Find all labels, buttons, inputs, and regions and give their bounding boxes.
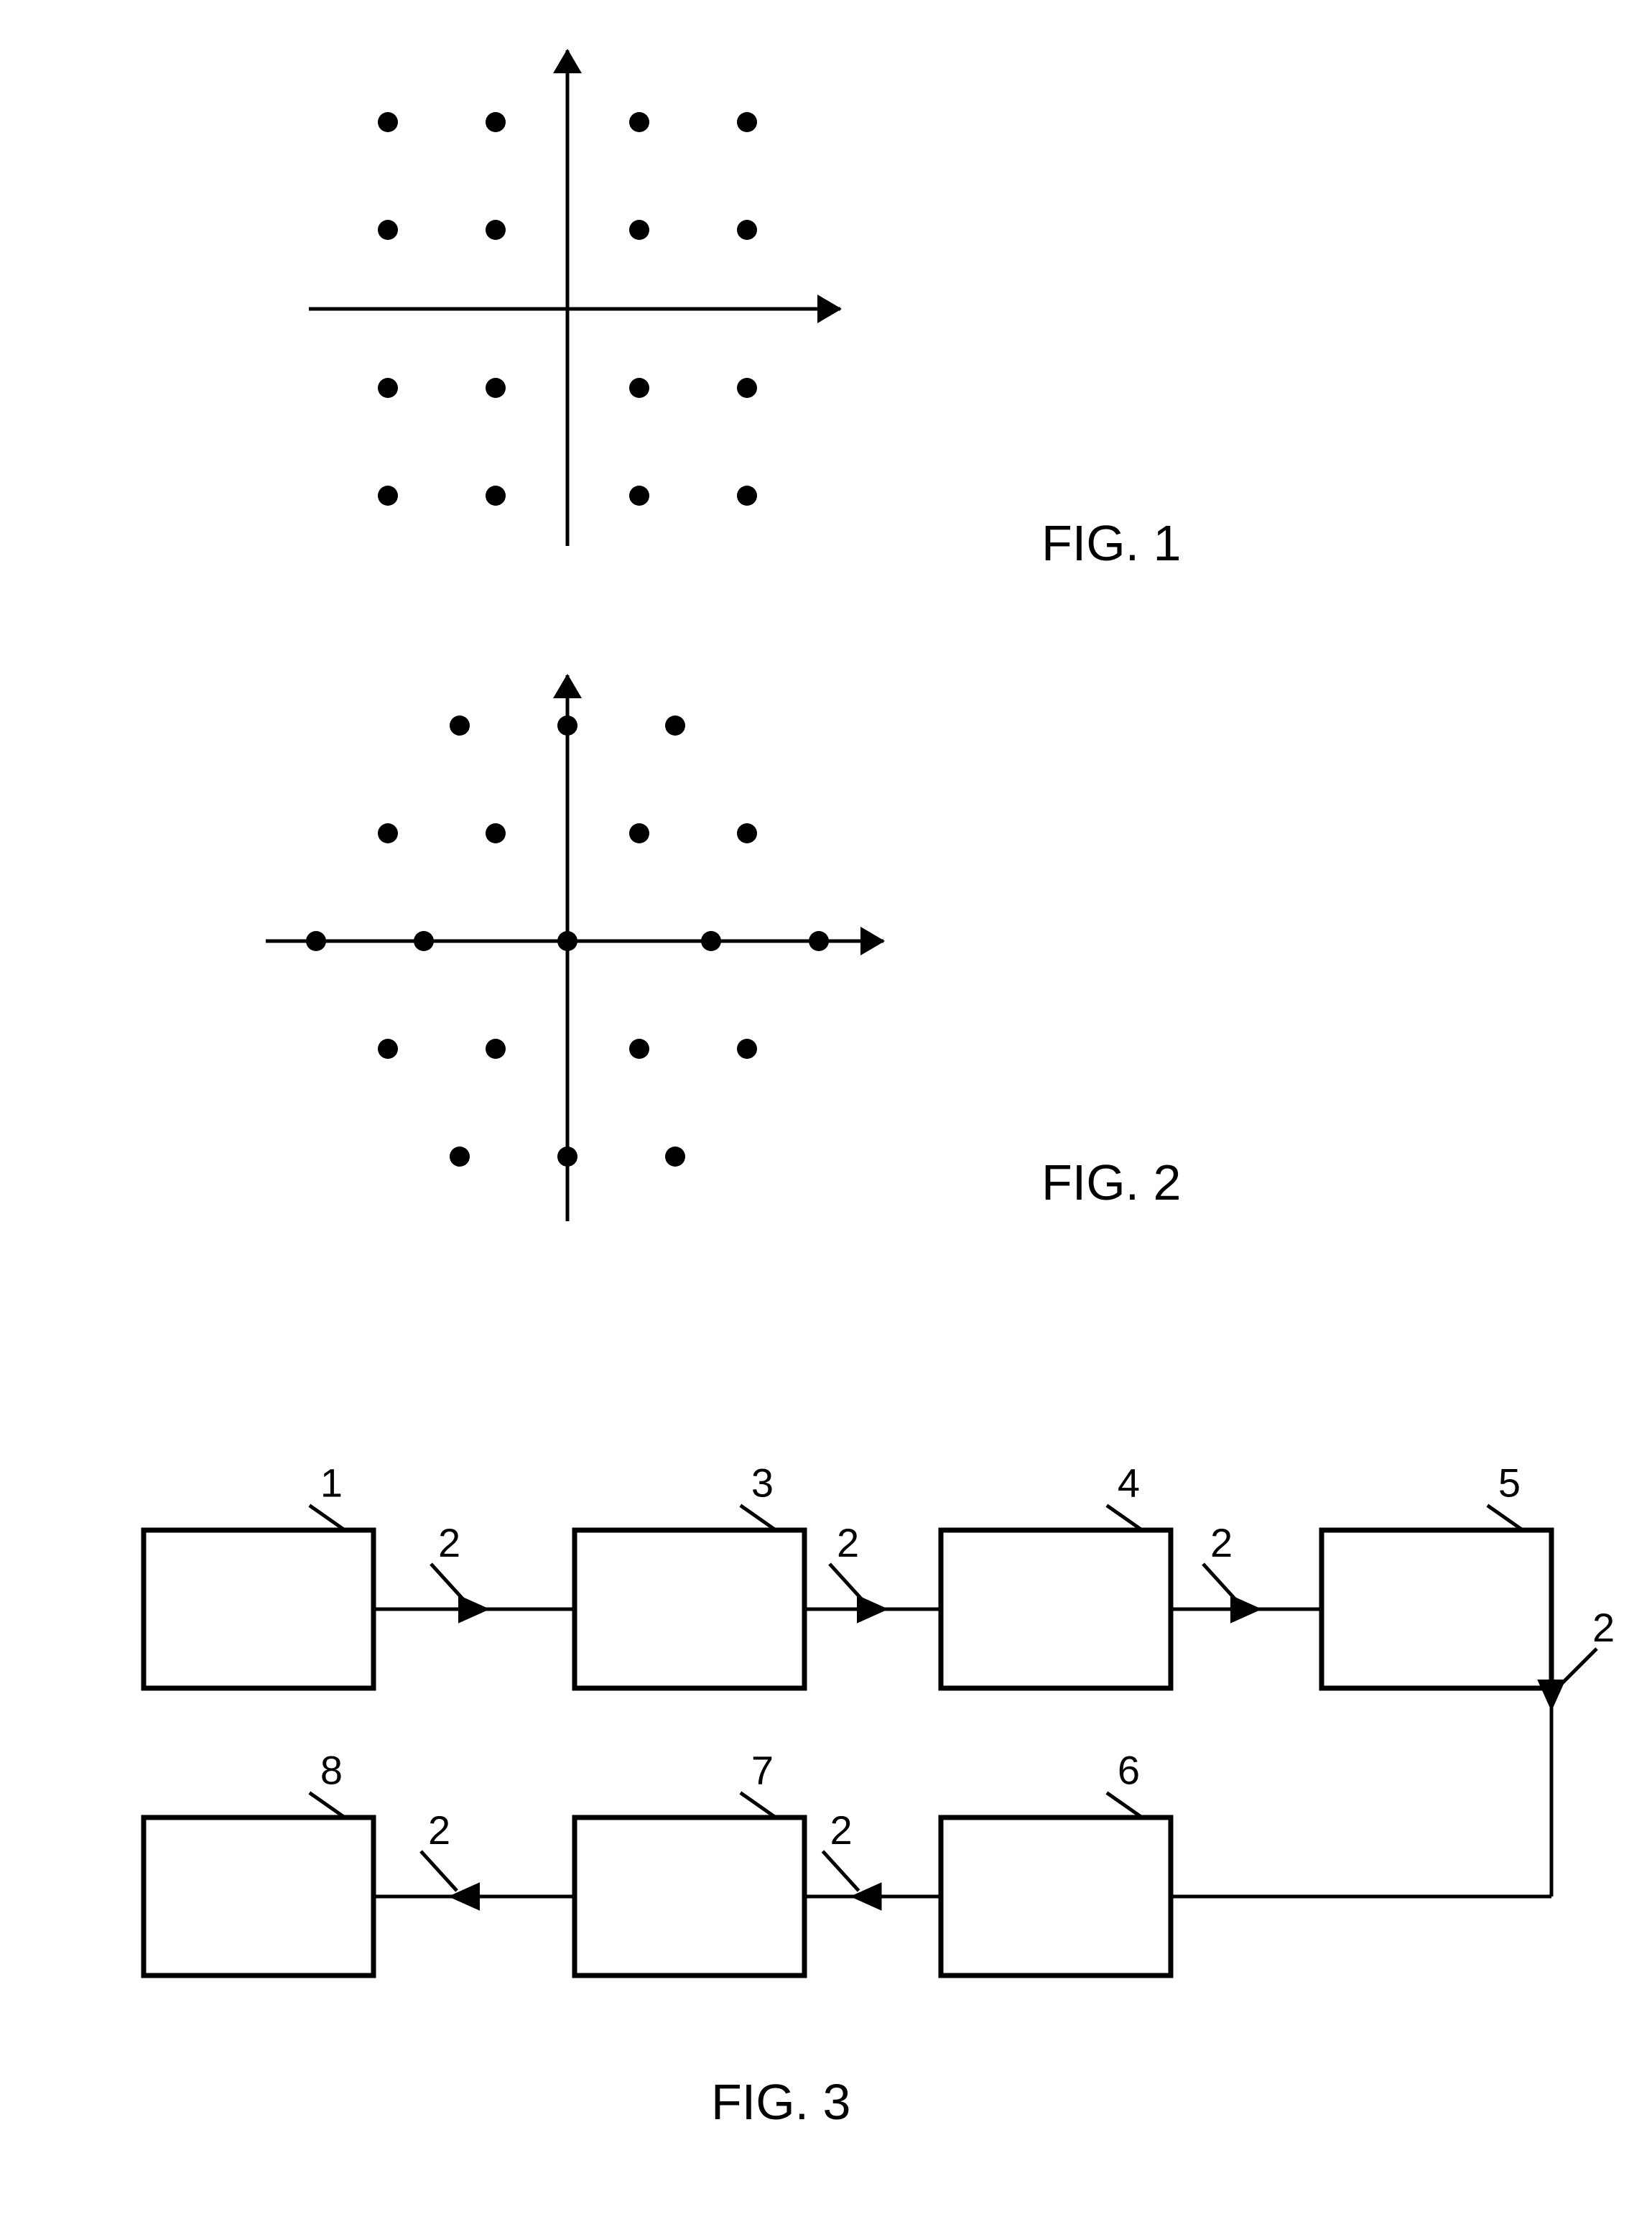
block-number: 4	[1118, 1460, 1140, 1506]
fig2-group: FIG. 2	[266, 674, 1181, 1221]
block-number: 5	[1498, 1460, 1521, 1506]
constellation-point	[557, 931, 577, 951]
constellation-point	[557, 1147, 577, 1167]
leader-line	[1488, 1506, 1523, 1530]
constellation-point	[629, 112, 649, 132]
connector-number: 2	[428, 1807, 450, 1853]
constellation-point	[629, 823, 649, 843]
leader-line	[830, 1564, 866, 1603]
constellation-point	[378, 823, 398, 843]
block-1	[144, 1530, 373, 1688]
fig3-group: 1 3 4 5 6 7 8 2 2 2 2 2 2 FIG. 3	[144, 1460, 1615, 2130]
constellation-point	[629, 220, 649, 240]
block-number: 6	[1118, 1748, 1140, 1793]
constellation-point	[486, 1039, 506, 1059]
constellation-point	[378, 486, 398, 506]
constellation-point	[737, 112, 757, 132]
connector-number: 2	[1592, 1605, 1615, 1650]
fig2-caption: FIG. 2	[1041, 1154, 1181, 1210]
constellation-point	[486, 486, 506, 506]
fig1-group: FIG. 1	[309, 49, 1181, 571]
constellation-point	[414, 931, 434, 951]
constellation-point	[737, 823, 757, 843]
block-5	[1322, 1530, 1551, 1688]
leader-line	[1203, 1564, 1239, 1603]
constellation-point	[737, 1039, 757, 1059]
constellation-point	[450, 715, 470, 736]
leader-line	[431, 1564, 467, 1603]
block-number: 8	[320, 1748, 343, 1793]
constellation-point	[486, 378, 506, 398]
constellation-point	[378, 112, 398, 132]
constellation-point	[737, 486, 757, 506]
connector-number: 2	[1210, 1520, 1233, 1565]
connector-number: 2	[830, 1807, 853, 1853]
block-6	[941, 1817, 1171, 1976]
connector-number: 2	[837, 1520, 859, 1565]
constellation-point	[737, 378, 757, 398]
block-8	[144, 1817, 373, 1976]
constellation-point	[701, 931, 721, 951]
page: FIG. 1 FIG. 2 1 3 4 5 6 7 8 2 2 2 2 2 2 FIG. 3	[0, 0, 1652, 2237]
leader-line	[310, 1506, 345, 1530]
constellation-point	[378, 220, 398, 240]
leader-line	[421, 1851, 457, 1891]
connector-number: 2	[438, 1520, 460, 1565]
leader-line	[741, 1793, 776, 1817]
constellation-point	[450, 1147, 470, 1167]
leader-line	[310, 1793, 345, 1817]
leader-line	[741, 1506, 776, 1530]
block-4	[941, 1530, 1171, 1688]
constellation-point	[486, 220, 506, 240]
constellation-point	[737, 220, 757, 240]
constellation-point	[629, 1039, 649, 1059]
constellation-point	[557, 715, 577, 736]
constellation-point	[486, 112, 506, 132]
block-3	[575, 1530, 804, 1688]
constellation-point	[378, 378, 398, 398]
constellation-point	[378, 1039, 398, 1059]
constellation-point	[665, 715, 685, 736]
leader-line	[1107, 1793, 1142, 1817]
constellation-point	[629, 378, 649, 398]
block-number: 1	[320, 1460, 343, 1506]
constellation-point	[665, 1147, 685, 1167]
block-number: 3	[751, 1460, 774, 1506]
leader-line	[1557, 1649, 1597, 1688]
block-number: 7	[751, 1748, 774, 1793]
leader-line	[823, 1851, 859, 1891]
block-7	[575, 1817, 804, 1976]
constellation-point	[629, 486, 649, 506]
constellation-point	[809, 931, 829, 951]
fig1-caption: FIG. 1	[1041, 515, 1181, 571]
constellation-point	[306, 931, 326, 951]
leader-line	[1107, 1506, 1142, 1530]
figure-canvas: FIG. 1 FIG. 2 1 3 4 5 6 7 8 2 2 2 2 2 2 FIG. 3	[0, 0, 1652, 2237]
fig3-caption: FIG. 3	[711, 2074, 850, 2130]
constellation-point	[486, 823, 506, 843]
